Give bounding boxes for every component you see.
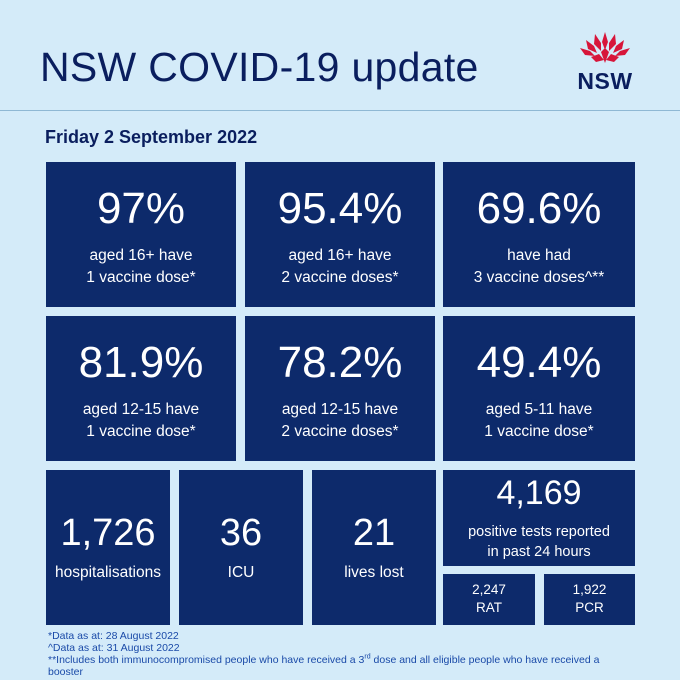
rat-label: RAT <box>476 600 502 615</box>
footnote-3-sup: rd <box>364 653 371 661</box>
tile-line1: aged 12-15 have <box>82 401 200 418</box>
tile-line1: aged 12-15 have <box>281 401 399 418</box>
header: NSW COVID-19 update NSW <box>0 0 680 110</box>
tile-line1: aged 16+ have <box>89 247 193 264</box>
tile-positive-tests: 4,169 positive tests reported in past 24… <box>443 470 635 566</box>
tile-line1: aged 16+ have <box>288 247 392 264</box>
positive-line1: positive tests reported <box>468 524 610 540</box>
tile-lives-lost: 21 lives lost <box>312 470 436 625</box>
tile-3-doses: 69.6% have had 3 vaccine doses^** <box>443 162 635 307</box>
page-title: NSW COVID-19 update <box>40 44 479 90</box>
tile-12-15-2-doses: 78.2% aged 12-15 have 2 vaccine doses* <box>245 316 435 461</box>
tile-description: have had 3 vaccine doses^** <box>443 245 635 289</box>
pcr-value: 1,922 <box>572 582 607 597</box>
lives-lost-label: lives lost <box>344 564 404 581</box>
tile-line1: have had <box>507 247 571 264</box>
footnote-3-part-a: **Includes both immunocompromised people… <box>48 654 365 666</box>
tile-value: 78.2% <box>277 338 403 387</box>
footnote-3-part-b: dose and all eligible people who have re… <box>370 654 600 666</box>
tile-description: aged 5-11 have 1 vaccine dose* <box>443 399 635 443</box>
tile-line2: 2 vaccine doses* <box>281 423 399 440</box>
tile-line1: aged 5-11 have <box>485 401 593 418</box>
nsw-logo: NSW <box>566 30 644 96</box>
tile-5-11-1-dose: 49.4% aged 5-11 have 1 vaccine dose* <box>443 316 635 461</box>
waratah-icon <box>580 32 630 63</box>
tile-line2: 1 vaccine dose* <box>86 423 196 440</box>
icu-label: ICU <box>227 564 255 581</box>
hospitalisations-value: 1,726 <box>60 512 156 554</box>
icu-value: 36 <box>219 512 263 554</box>
tile-value: 49.4% <box>476 338 602 387</box>
tile-16plus-2-doses: 95.4% aged 16+ have 2 vaccine doses* <box>245 162 435 307</box>
footnotes: *Data as at: 28 August 2022 ^Data as at:… <box>48 630 668 678</box>
tile-line2: 3 vaccine doses^** <box>473 269 605 286</box>
positive-line2: in past 24 hours <box>487 544 591 560</box>
positive-tests-label: positive tests reported in past 24 hours <box>443 522 635 562</box>
tile-description: aged 12-15 have 1 vaccine dose* <box>46 399 236 443</box>
tile-16plus-1-dose: 97% aged 16+ have 1 vaccine dose* <box>46 162 236 307</box>
report-date: Friday 2 September 2022 <box>45 127 258 147</box>
tile-description: aged 16+ have 1 vaccine dose* <box>46 245 236 289</box>
tile-hospitalisations: 1,726 hospitalisations <box>46 470 170 625</box>
logo-text: NSW <box>577 68 633 94</box>
tile-line2: 1 vaccine dose* <box>484 423 594 440</box>
tile-rat: 2,247 RAT <box>443 574 535 625</box>
footnote-1: *Data as at: 28 August 2022 <box>48 630 179 642</box>
tile-line2: 1 vaccine dose* <box>86 269 196 286</box>
tile-value: 97% <box>96 184 186 233</box>
tile-value: 81.9% <box>78 338 204 387</box>
tile-description: aged 16+ have 2 vaccine doses* <box>245 245 435 289</box>
tile-icu: 36 ICU <box>179 470 303 625</box>
footnote-4: booster <box>48 666 84 678</box>
tile-description: aged 12-15 have 2 vaccine doses* <box>245 399 435 443</box>
lives-lost-value: 21 <box>352 512 396 554</box>
rat-value: 2,247 <box>472 582 506 597</box>
tile-line2: 2 vaccine doses* <box>281 269 399 286</box>
tile-value: 95.4% <box>277 184 403 233</box>
tile-pcr: 1,922 PCR <box>544 574 635 625</box>
tile-12-15-1-dose: 81.9% aged 12-15 have 1 vaccine dose* <box>46 316 236 461</box>
hospitalisations-label: hospitalisations <box>55 564 161 581</box>
positive-tests-value: 4,169 <box>496 474 582 512</box>
footnote-2: ^Data as at: 31 August 2022 <box>48 642 180 654</box>
footnote-3: **Includes both immunocompromised people… <box>48 653 668 667</box>
pcr-label: PCR <box>575 600 604 615</box>
tile-value: 69.6% <box>476 184 602 233</box>
header-divider <box>0 110 680 111</box>
